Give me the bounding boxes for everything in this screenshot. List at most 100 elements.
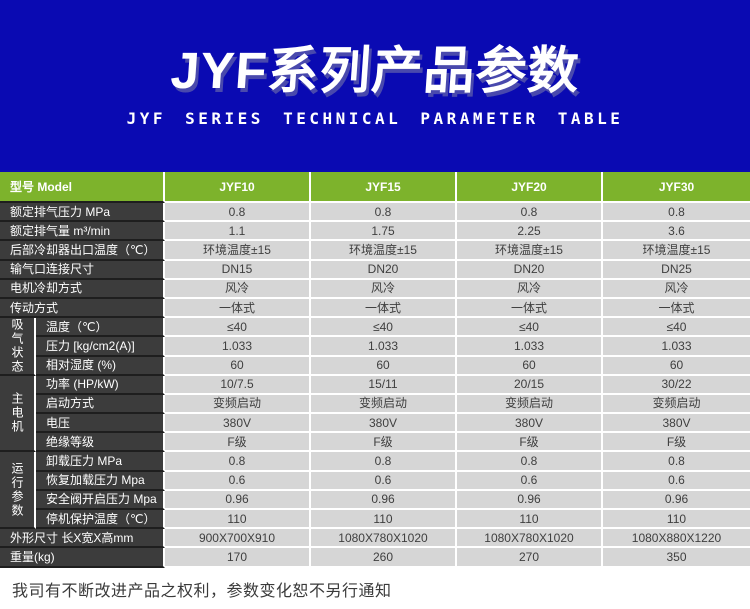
banner-subtitle: JYF SERIES TECHNICAL PARAMETER TABLE xyxy=(126,108,624,128)
value-cell: 1.033 xyxy=(165,337,311,357)
header-col-cell: JYF15 xyxy=(311,172,457,203)
value-cell: 270 xyxy=(457,548,603,568)
row-label-cell: 压力 [kg/cm2(A)] xyxy=(36,337,165,357)
value-cell: 变频启动 xyxy=(457,394,603,415)
row-label-cell: 相对湿度 (%) xyxy=(36,356,165,376)
value-cell: 1.75 xyxy=(311,222,457,242)
spec-table: 型号 Model JYF10 JYF15 JYF20 JYF30 额定排气压力 MPa 0.… xyxy=(0,172,750,568)
row-label-cell: 传动方式 xyxy=(0,298,165,319)
group-label-cell: 运行参数 xyxy=(0,452,36,530)
value-cell: 110 xyxy=(603,510,750,530)
header-col-cell: JYF10 xyxy=(165,172,311,203)
value-cell: 0.96 xyxy=(603,490,750,510)
value-cell: 一体式 xyxy=(311,298,457,319)
value-cell: DN25 xyxy=(603,260,750,280)
header-model-cell: 型号 Model xyxy=(0,172,165,203)
row-label-cell: 电机冷却方式 xyxy=(0,279,165,299)
row-label-cell: 绝缘等级 xyxy=(36,433,165,453)
row-label-cell: 恢复加载压力 Mpa xyxy=(36,471,165,491)
value-cell: F级 xyxy=(457,433,603,453)
value-cell: 1.1 xyxy=(165,222,311,242)
value-cell: 0.8 xyxy=(603,203,750,223)
value-cell: 1.033 xyxy=(603,337,750,357)
value-cell: 20/15 xyxy=(457,375,603,395)
footer-note: 我司有不断改进产品之权利，参数变化恕不另行通知 xyxy=(12,583,392,600)
value-cell: 0.8 xyxy=(311,452,457,472)
value-cell: 1080X780X1020 xyxy=(311,529,457,549)
value-cell: F级 xyxy=(603,433,750,453)
value-cell: 一体式 xyxy=(603,298,750,319)
value-cell: 0.8 xyxy=(457,203,603,223)
value-cell: 一体式 xyxy=(457,298,603,319)
value-cell: 0.8 xyxy=(603,452,750,472)
value-cell: 380V xyxy=(603,414,750,434)
value-cell: 110 xyxy=(311,510,457,530)
value-cell: 0.6 xyxy=(165,471,311,491)
value-cell: 一体式 xyxy=(165,298,311,319)
value-cell: 380V xyxy=(311,414,457,434)
value-cell: 380V xyxy=(165,414,311,434)
value-cell: 风冷 xyxy=(603,279,750,299)
row-label-cell: 额定排气量 m³/min xyxy=(0,222,165,242)
value-cell: 1080X880X1220 xyxy=(603,529,750,549)
value-cell: 0.6 xyxy=(457,471,603,491)
value-cell: F级 xyxy=(311,433,457,453)
value-cell: 900X700X910 xyxy=(165,529,311,549)
value-cell: ≤40 xyxy=(603,318,750,338)
value-cell: 1080X780X1020 xyxy=(457,529,603,549)
value-cell: 0.6 xyxy=(311,471,457,491)
value-cell: 0.8 xyxy=(311,203,457,223)
value-cell: 10/7.5 xyxy=(165,375,311,395)
value-cell: ≤40 xyxy=(311,318,457,338)
banner: JYF系列产品参数 JYF SERIES TECHNICAL PARAMETER… xyxy=(0,0,750,172)
value-cell: 60 xyxy=(457,356,603,376)
row-label-cell: 额定排气压力 MPa xyxy=(0,203,165,223)
value-cell: 1.033 xyxy=(457,337,603,357)
value-cell: 变频启动 xyxy=(311,394,457,415)
value-cell: 110 xyxy=(165,510,311,530)
value-cell: ≤40 xyxy=(165,318,311,338)
row-label-cell: 输气口连接尺寸 xyxy=(0,260,165,280)
value-cell: 60 xyxy=(311,356,457,376)
row-label-cell: 启动方式 xyxy=(36,394,165,415)
value-cell: 变频启动 xyxy=(603,394,750,415)
group-label-cell: 吸气状态 xyxy=(0,318,36,376)
value-cell: 110 xyxy=(457,510,603,530)
value-cell: 30/22 xyxy=(603,375,750,395)
value-cell: 380V xyxy=(457,414,603,434)
value-cell: 2.25 xyxy=(457,222,603,242)
value-cell: 环境温度±15 xyxy=(165,241,311,261)
value-cell: 风冷 xyxy=(457,279,603,299)
row-label-cell: 卸载压力 MPa xyxy=(36,452,165,472)
value-cell: DN15 xyxy=(165,260,311,280)
value-cell: 15/11 xyxy=(311,375,457,395)
row-label-cell: 外形尺寸 长X宽X高mm xyxy=(0,529,165,549)
value-cell: DN20 xyxy=(457,260,603,280)
header-col-cell: JYF20 xyxy=(457,172,603,203)
value-cell: 60 xyxy=(603,356,750,376)
value-cell: 0.96 xyxy=(165,490,311,510)
value-cell: 1.033 xyxy=(311,337,457,357)
value-cell: 变频启动 xyxy=(165,394,311,415)
value-cell: 风冷 xyxy=(165,279,311,299)
row-label-cell: 后部冷却器出口温度（℃） xyxy=(0,241,165,261)
header-col-cell: JYF30 xyxy=(603,172,750,203)
row-label-cell: 停机保护温度（℃） xyxy=(36,510,165,530)
group-label-cell: 主电机 xyxy=(0,375,36,453)
row-label-cell: 电压 xyxy=(36,414,165,434)
value-cell: 3.6 xyxy=(603,222,750,242)
row-label-cell: 重量(kg) xyxy=(0,548,165,568)
value-cell: 0.8 xyxy=(457,452,603,472)
value-cell: 0.8 xyxy=(165,452,311,472)
row-label-cell: 安全阀开启压力 Mpa xyxy=(36,490,165,510)
value-cell: ≤40 xyxy=(457,318,603,338)
value-cell: 350 xyxy=(603,548,750,568)
value-cell: 0.96 xyxy=(311,490,457,510)
value-cell: 0.8 xyxy=(165,203,311,223)
value-cell: 60 xyxy=(165,356,311,376)
value-cell: F级 xyxy=(165,433,311,453)
value-cell: 环境温度±15 xyxy=(603,241,750,261)
value-cell: 环境温度±15 xyxy=(311,241,457,261)
value-cell: 170 xyxy=(165,548,311,568)
banner-title: JYF系列产品参数 xyxy=(168,42,582,99)
